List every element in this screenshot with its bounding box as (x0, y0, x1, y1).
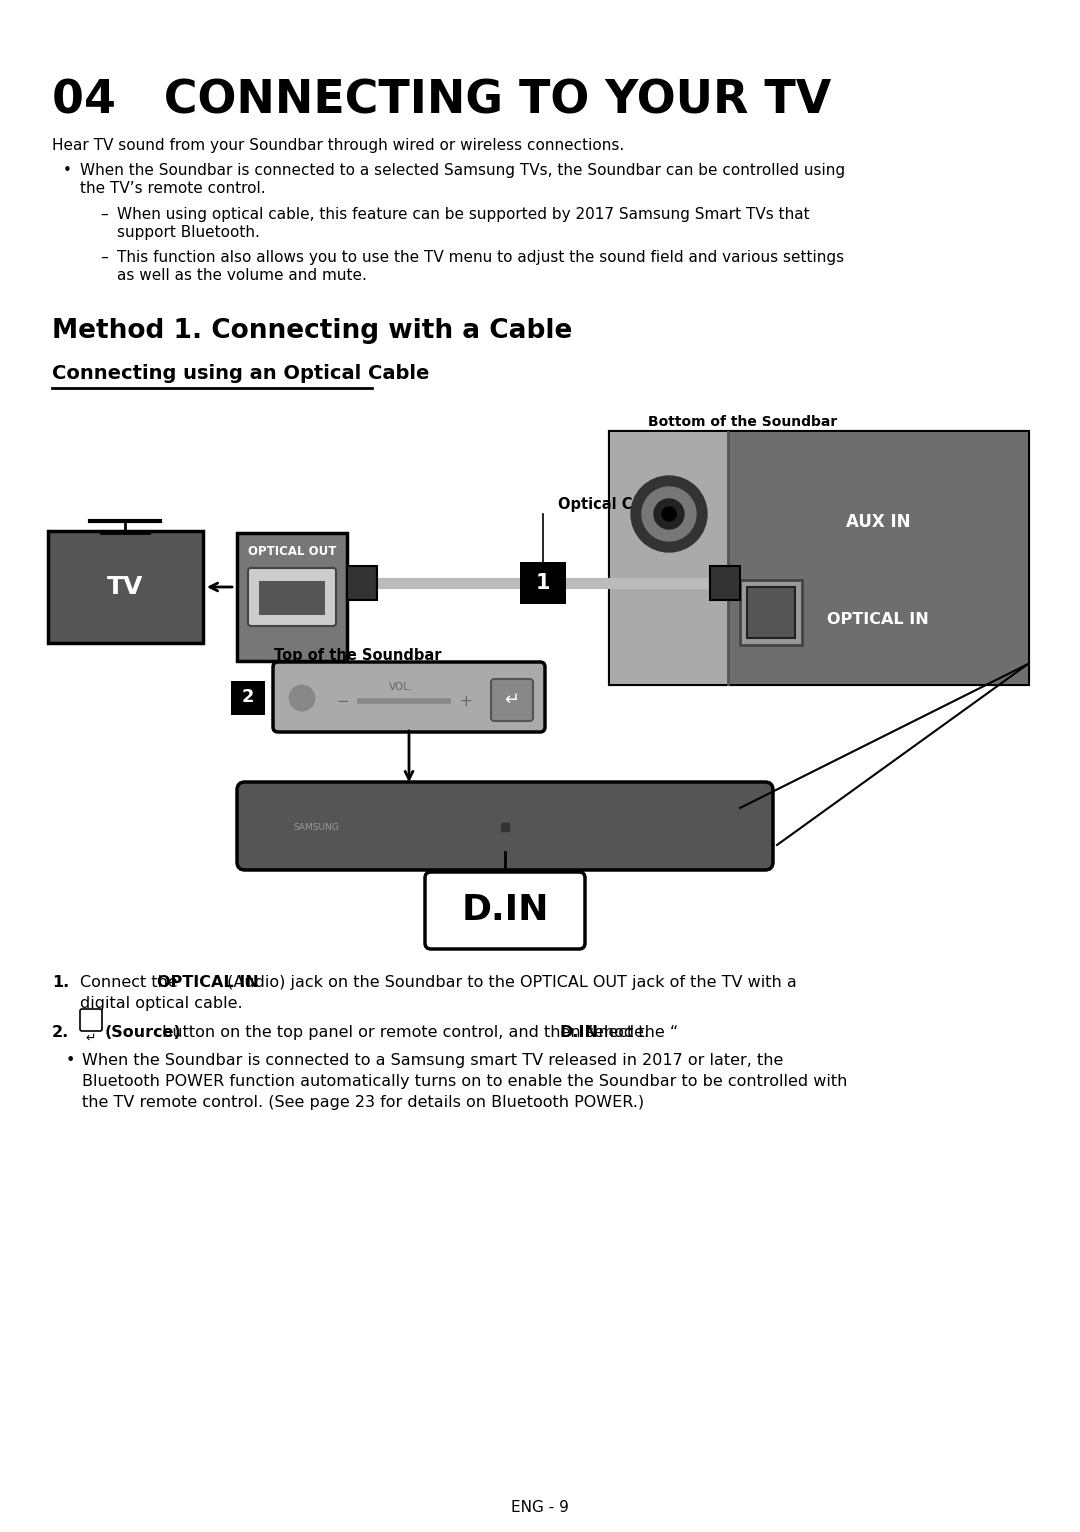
Text: Method 1. Connecting with a Cable: Method 1. Connecting with a Cable (52, 319, 572, 345)
Text: OPTICAL IN: OPTICAL IN (158, 974, 259, 990)
Text: 1.: 1. (52, 974, 69, 990)
Text: AUX IN: AUX IN (846, 513, 910, 532)
FancyBboxPatch shape (491, 679, 534, 722)
Text: ” mode.: ” mode. (585, 1025, 649, 1040)
Text: the TV remote control. (See page 23 for details on Bluetooth POWER.): the TV remote control. (See page 23 for … (82, 1095, 644, 1111)
FancyBboxPatch shape (347, 565, 377, 601)
Text: OPTICAL OUT: OPTICAL OUT (247, 545, 336, 558)
Text: ↵: ↵ (504, 691, 519, 709)
Text: ENG - 9: ENG - 9 (511, 1500, 569, 1515)
Text: Bluetooth POWER function automatically turns on to enable the Soundbar to be con: Bluetooth POWER function automatically t… (82, 1074, 848, 1089)
Text: TV: TV (107, 574, 144, 599)
Text: Optical Cable: Optical Cable (558, 496, 667, 512)
Text: as well as the volume and mute.: as well as the volume and mute. (117, 268, 367, 283)
FancyBboxPatch shape (231, 682, 265, 715)
FancyBboxPatch shape (519, 562, 566, 604)
Text: VOL.: VOL. (389, 682, 414, 692)
Text: This function also allows you to use the TV menu to adjust the sound field and v: This function also allows you to use the… (117, 250, 845, 265)
FancyBboxPatch shape (80, 1010, 102, 1031)
Text: When using optical cable, this feature can be supported by 2017 Samsung Smart TV: When using optical cable, this feature c… (117, 207, 810, 222)
Text: button on the top panel or remote control, and then select the “: button on the top panel or remote contro… (157, 1025, 678, 1040)
Text: Top of the Soundbar: Top of the Soundbar (274, 648, 442, 663)
FancyBboxPatch shape (710, 565, 740, 601)
FancyBboxPatch shape (426, 872, 585, 948)
Text: (Source): (Source) (105, 1025, 181, 1040)
Text: –: – (100, 207, 108, 222)
Circle shape (642, 487, 696, 541)
Text: 1: 1 (536, 573, 550, 593)
Text: 04   CONNECTING TO YOUR TV: 04 CONNECTING TO YOUR TV (52, 78, 832, 123)
Text: Connecting using an Optical Cable: Connecting using an Optical Cable (52, 365, 430, 383)
Text: D.IN: D.IN (461, 893, 549, 927)
Text: ↵: ↵ (85, 1031, 96, 1045)
Circle shape (654, 499, 684, 529)
Text: When the Soundbar is connected to a Samsung smart TV released in 2017 or later, : When the Soundbar is connected to a Sams… (82, 1052, 783, 1068)
Text: digital optical cable.: digital optical cable. (80, 996, 243, 1011)
FancyBboxPatch shape (610, 432, 728, 683)
Circle shape (291, 686, 314, 709)
FancyBboxPatch shape (747, 587, 795, 637)
Text: Connect the: Connect the (80, 974, 183, 990)
Text: Bottom of the Soundbar: Bottom of the Soundbar (648, 415, 837, 429)
FancyBboxPatch shape (48, 532, 203, 643)
Text: −: − (337, 694, 349, 708)
Text: support Bluetooth.: support Bluetooth. (117, 225, 260, 241)
Text: +: + (460, 694, 472, 708)
Text: When the Soundbar is connected to a selected Samsung TVs, the Soundbar can be co: When the Soundbar is connected to a sele… (80, 162, 846, 178)
Text: 2: 2 (242, 688, 254, 706)
FancyBboxPatch shape (740, 581, 802, 645)
FancyBboxPatch shape (610, 432, 1028, 683)
Text: the TV’s remote control.: the TV’s remote control. (80, 181, 266, 196)
FancyBboxPatch shape (237, 533, 347, 660)
FancyBboxPatch shape (728, 432, 1028, 683)
FancyBboxPatch shape (259, 581, 325, 614)
FancyBboxPatch shape (237, 781, 773, 870)
Text: (Audio) jack on the Soundbar to the OPTICAL OUT jack of the TV with a: (Audio) jack on the Soundbar to the OPTI… (221, 974, 797, 990)
Text: •: • (66, 1052, 76, 1068)
FancyBboxPatch shape (248, 568, 336, 627)
Text: •: • (63, 162, 72, 178)
Text: Hear TV sound from your Soundbar through wired or wireless connections.: Hear TV sound from your Soundbar through… (52, 138, 624, 153)
Circle shape (631, 476, 707, 552)
Text: SAMSUNG: SAMSUNG (293, 823, 339, 832)
Text: OPTICAL IN: OPTICAL IN (827, 613, 929, 628)
Circle shape (662, 507, 676, 521)
Text: D.IN: D.IN (559, 1025, 598, 1040)
Text: –: – (100, 250, 108, 265)
Text: 2.: 2. (52, 1025, 69, 1040)
FancyBboxPatch shape (273, 662, 545, 732)
